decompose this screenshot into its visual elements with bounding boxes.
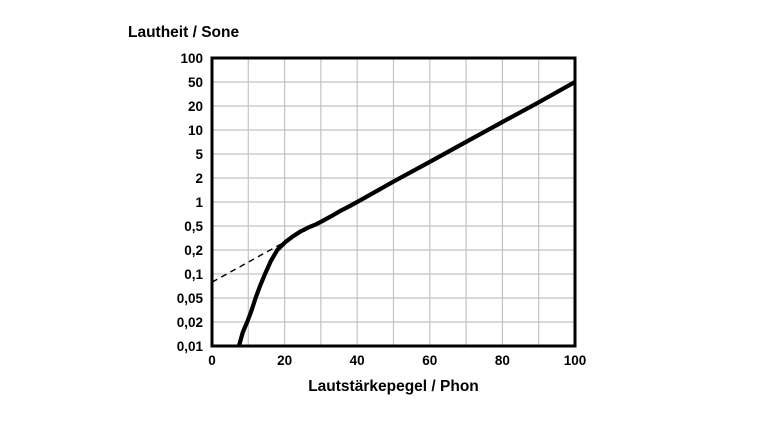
y-tick-label: 0,2 <box>184 243 203 258</box>
y-tick-label: 20 <box>188 99 203 114</box>
x-tick-label: 100 <box>564 353 587 368</box>
y-tick-label: 100 <box>180 51 203 66</box>
y-tick-label: 2 <box>195 171 203 186</box>
y-tick-label: 50 <box>188 75 203 90</box>
plot-border <box>210 56 577 348</box>
x-tick-label: 80 <box>495 353 510 368</box>
y-tick-label: 1 <box>195 195 203 210</box>
x-axis-title: Lautstärkepegel / Phon <box>308 378 479 395</box>
y-tick-label: 0,1 <box>184 267 203 282</box>
x-tick-label: 0 <box>208 353 216 368</box>
x-tick-label: 20 <box>277 353 292 368</box>
y-tick-label: 0,02 <box>177 315 203 330</box>
y-tick-label: 0,05 <box>177 291 204 306</box>
x-tick-label: 40 <box>350 353 365 368</box>
y-tick-label: 5 <box>195 147 203 162</box>
y-axis-title: Lautheit / Sone <box>128 24 240 41</box>
y-tick-label: 10 <box>188 123 203 138</box>
loudness-curve-line <box>236 80 575 347</box>
y-tick-label: 0,5 <box>184 219 203 234</box>
y-tick-label: 0,01 <box>177 339 204 354</box>
x-tick-label: 60 <box>422 353 437 368</box>
